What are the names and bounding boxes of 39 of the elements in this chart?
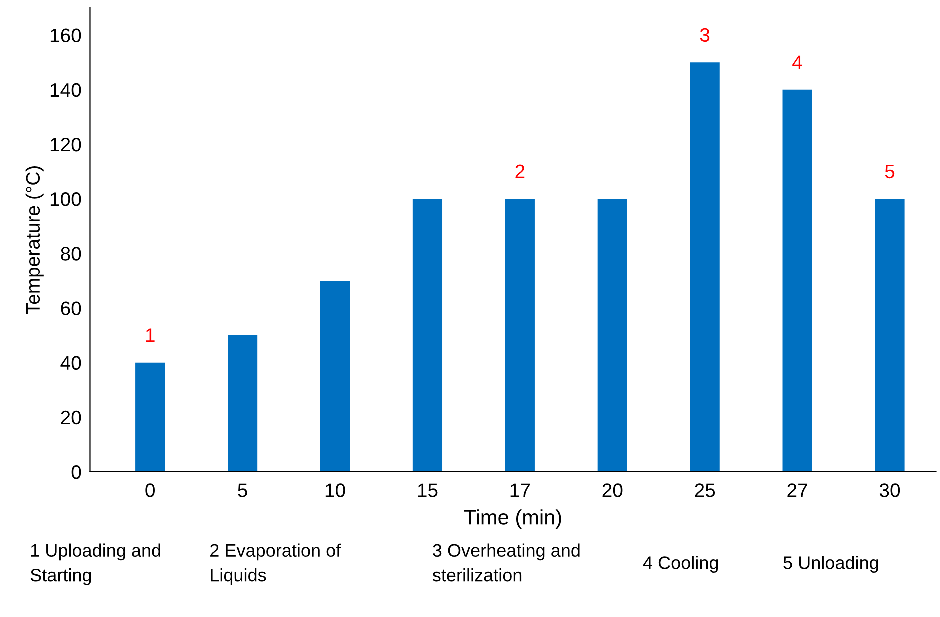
bar: [690, 62, 720, 472]
annotation: 4: [792, 56, 802, 70]
bar: [782, 90, 812, 472]
x-tick-label: 10: [326, 484, 346, 498]
bar: [505, 199, 535, 472]
y-tick-label: 0: [72, 465, 82, 480]
y-tick-label: 60: [61, 302, 82, 316]
text: 4 Cooling: [643, 556, 718, 573]
x-tick-label: 30: [880, 484, 900, 498]
y-tick-label: 80: [61, 247, 82, 261]
y-tick-label: 100: [50, 192, 82, 206]
y-tick-label: 120: [50, 138, 82, 152]
x-tick-label: 15: [418, 484, 438, 498]
bar: [598, 199, 628, 472]
text: 2 Evaporation of Liquids: [210, 544, 342, 586]
annotation: 5: [885, 164, 895, 179]
y-tick-label: 140: [50, 83, 82, 98]
bar: [136, 362, 166, 472]
x-axis-title: Time (min): [464, 510, 562, 529]
x-tick-label: 17: [510, 484, 530, 498]
text: 5 Unloading: [784, 556, 878, 573]
x-tick-label: 0: [146, 484, 155, 498]
x-tick-label: 20: [602, 484, 623, 498]
text: 3 Overheating and sterilization: [432, 544, 580, 582]
bar: [320, 280, 350, 472]
x-tick-label: 5: [238, 484, 248, 498]
annotation: 1: [146, 328, 155, 342]
x-tick-label: 25: [695, 484, 716, 498]
y-tick-label: 40: [60, 356, 82, 370]
annotation: 2: [516, 164, 525, 178]
y-tick-label: 20: [61, 410, 82, 425]
y-axis-title: Temperature (°C): [26, 166, 44, 314]
bar: [228, 336, 258, 472]
text: 1 Uploading and Starting: [30, 544, 160, 586]
annotation: 3: [700, 28, 710, 42]
y-tick-label: 160: [50, 28, 82, 43]
bar: [412, 199, 443, 472]
x-tick-label: 27: [788, 484, 808, 498]
bar: [875, 199, 905, 472]
